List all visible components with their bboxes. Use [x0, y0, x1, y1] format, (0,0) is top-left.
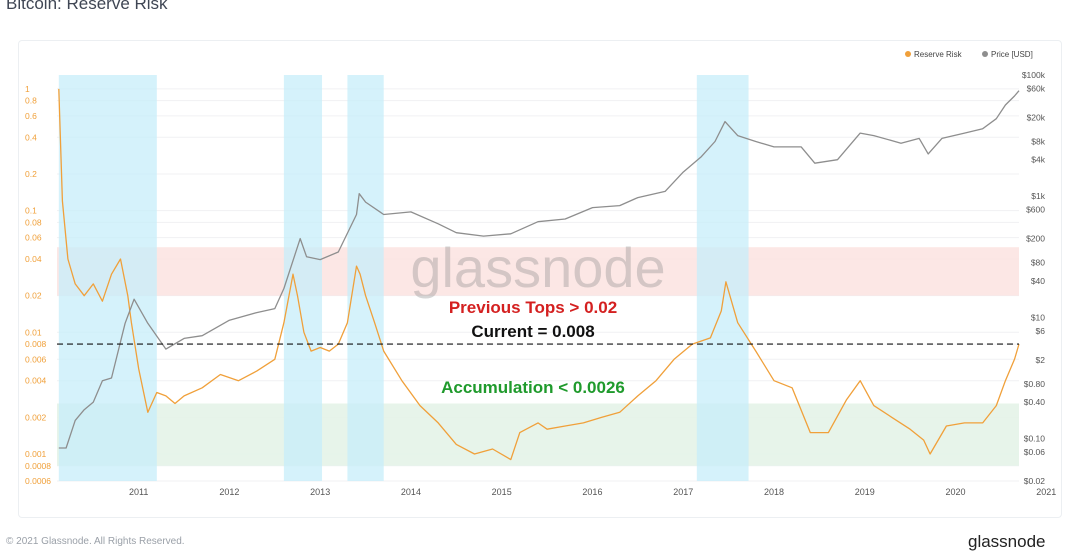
- left-tick-label: 0.4: [25, 132, 37, 142]
- left-tick-label: 0.001: [25, 449, 47, 459]
- reserve-risk-line: [58, 88, 1020, 461]
- highlight-period: [58, 75, 157, 481]
- left-tick-label: 0.06: [25, 233, 42, 243]
- legend-reserve-risk-label: Reserve Risk: [914, 50, 963, 59]
- right-tick-label: $0.10: [1024, 434, 1046, 444]
- footer-logo: glassnode: [968, 532, 1046, 551]
- right-tick-label: $6: [1036, 326, 1046, 336]
- accumulation-band: [57, 403, 1019, 466]
- right-tick-label: $80: [1031, 258, 1045, 268]
- watermark: glassnode: [410, 236, 665, 299]
- legend-price-label: Price [USD]: [991, 50, 1033, 59]
- tops-annotation: Previous Tops > 0.02: [449, 298, 617, 317]
- right-tick-label: $100k: [1022, 70, 1046, 80]
- highlight-period: [347, 75, 384, 481]
- right-tick-label: $0.06: [1024, 447, 1046, 457]
- left-tick-label: 0.8: [25, 96, 37, 106]
- page-title: Bitcoin: Reserve Risk: [6, 0, 168, 13]
- right-tick-label: $0.02: [1024, 476, 1046, 486]
- left-tick-label: 0.08: [25, 217, 42, 227]
- x-tick-label: 2016: [582, 487, 602, 497]
- right-tick-label: $20k: [1027, 112, 1046, 122]
- x-tick-label: 2018: [764, 487, 784, 497]
- price-line: [58, 90, 1020, 449]
- x-tick-label: 2019: [855, 487, 875, 497]
- current-annotation: Current = 0.008: [471, 322, 594, 341]
- highlight-period: [283, 75, 323, 481]
- copyright-text: © 2021 Glassnode. All Rights Reserved.: [6, 536, 185, 547]
- x-tick-label: 2020: [945, 487, 965, 497]
- x-tick-label: 2017: [673, 487, 693, 497]
- previous-tops-band: [57, 247, 1019, 296]
- left-tick-label: 0.0008: [25, 461, 51, 471]
- accumulation-annotation: Accumulation < 0.0026: [441, 378, 625, 397]
- right-tick-label: $40: [1031, 276, 1045, 286]
- right-tick-label: $0.80: [1024, 379, 1046, 389]
- right-tick-label: $10: [1031, 312, 1045, 322]
- x-tick-label: 2011: [129, 487, 148, 497]
- left-tick-label: 0.6: [25, 111, 37, 121]
- left-tick-label: 1: [25, 84, 30, 94]
- x-tick-label: 2013: [310, 487, 330, 497]
- x-tick-label: 2021: [1036, 487, 1056, 497]
- left-tick-label: 0.02: [25, 291, 42, 301]
- left-tick-label: 0.0006: [25, 476, 51, 486]
- highlight-period: [696, 75, 749, 481]
- right-tick-label: $8k: [1031, 136, 1045, 146]
- legend-price-marker: [982, 51, 988, 57]
- x-tick-label: 2015: [492, 487, 512, 497]
- right-tick-label: $600: [1026, 205, 1045, 215]
- right-tick-label: $2: [1036, 355, 1046, 365]
- legend-reserve-risk-marker: [905, 51, 911, 57]
- right-tick-label: $4k: [1031, 155, 1045, 165]
- right-tick-label: $1k: [1031, 191, 1045, 201]
- right-tick-label: $0.40: [1024, 397, 1046, 407]
- left-tick-label: 0.1: [25, 206, 37, 216]
- x-tick-label: 2012: [219, 487, 239, 497]
- right-tick-label: $200: [1026, 234, 1045, 244]
- x-tick-label: 2014: [401, 487, 421, 497]
- left-tick-label: 0.2: [25, 169, 37, 179]
- left-tick-label: 0.004: [25, 376, 47, 386]
- right-tick-label: $60k: [1027, 83, 1046, 93]
- chart-card: glassnode Previous Tops > 0.02 Current = 0…: [18, 40, 1062, 518]
- left-tick-label: 0.04: [25, 254, 42, 264]
- left-tick-label: 0.01: [25, 327, 42, 337]
- left-tick-label: 0.002: [25, 412, 47, 422]
- left-tick-label: 0.006: [25, 354, 47, 364]
- left-tick-label: 0.008: [25, 339, 47, 349]
